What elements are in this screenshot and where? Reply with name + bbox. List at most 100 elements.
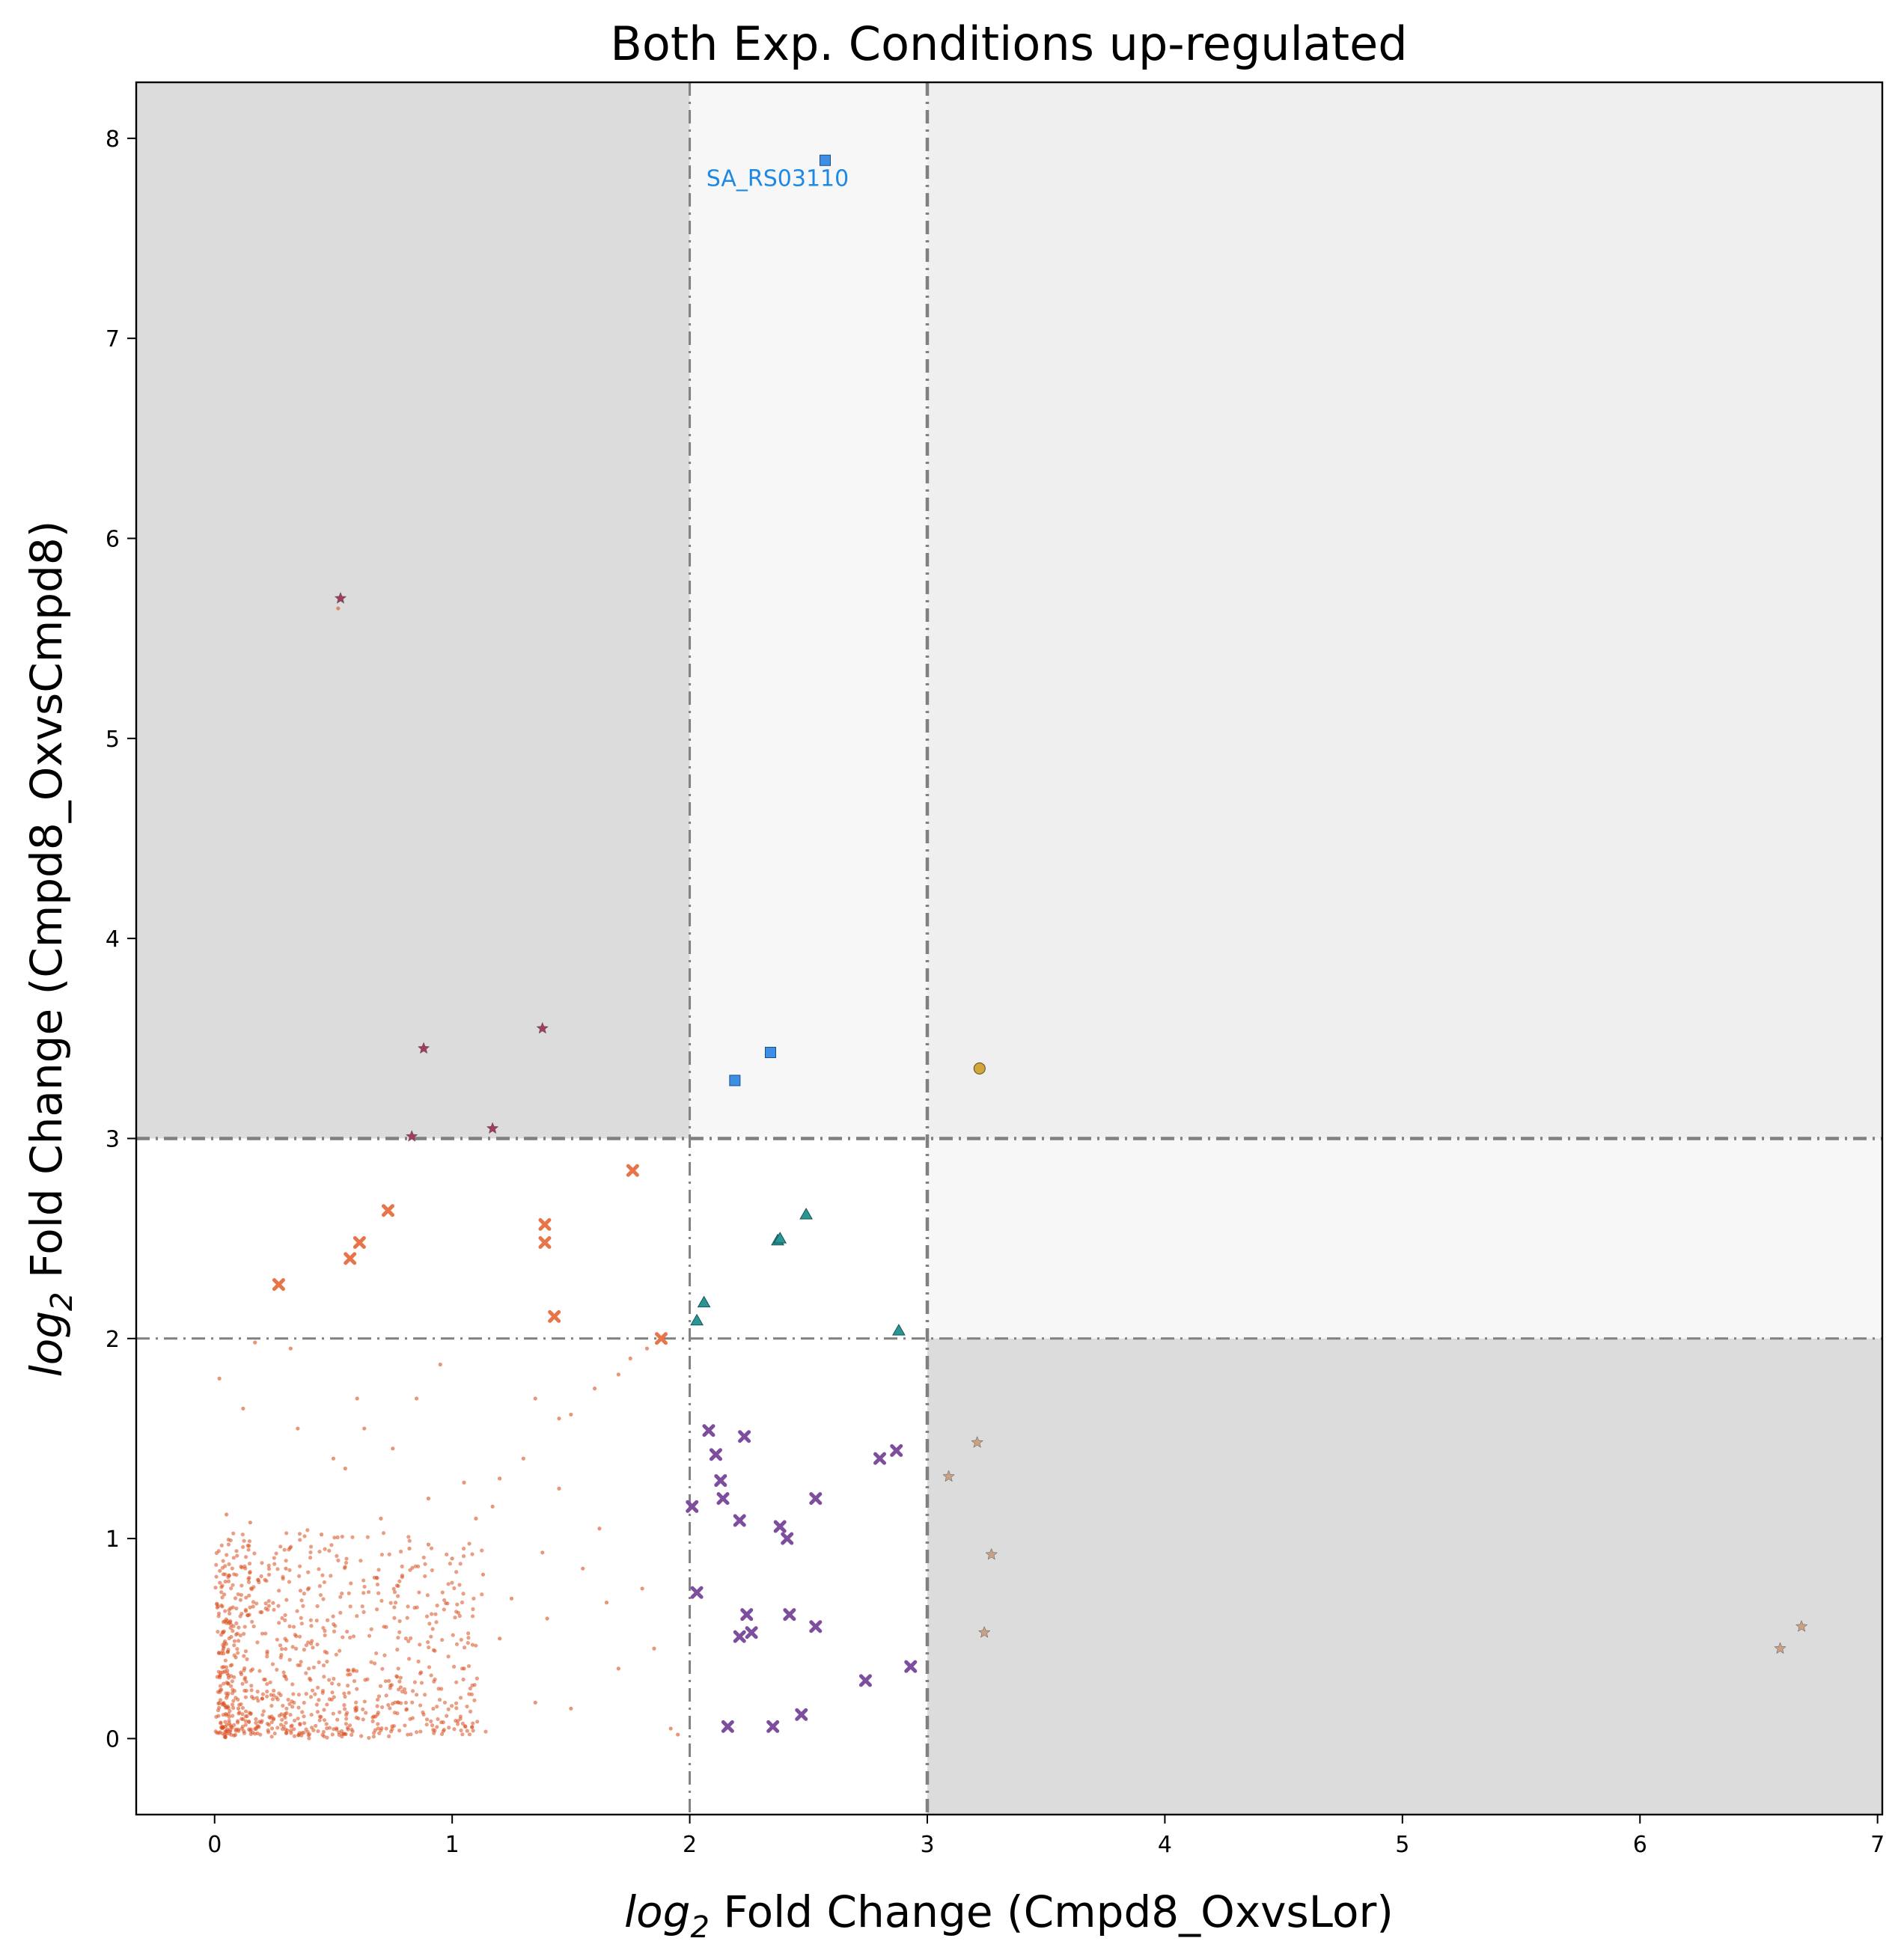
data-point-s0-25	[355, 1396, 359, 1401]
background-point	[247, 1561, 252, 1566]
data-point-s2-3	[405, 1130, 418, 1142]
background-point	[396, 1635, 400, 1640]
background-point	[315, 1710, 320, 1714]
background-point	[266, 1607, 270, 1612]
background-point	[228, 1663, 233, 1668]
background-point	[275, 1697, 280, 1702]
background-point	[276, 1604, 281, 1608]
background-point	[274, 1551, 278, 1556]
background-point	[242, 1688, 247, 1693]
background-point	[376, 1591, 381, 1595]
background-point	[287, 1568, 292, 1572]
background-point	[282, 1547, 287, 1552]
background-point	[378, 1684, 383, 1688]
background-point	[248, 1727, 253, 1732]
background-point	[266, 1604, 271, 1608]
background-point	[266, 1599, 271, 1604]
background-point	[260, 1719, 264, 1723]
background-point	[369, 1660, 373, 1664]
background-point	[325, 1651, 329, 1655]
background-point	[317, 1549, 322, 1554]
background-point	[350, 1727, 354, 1732]
background-point	[307, 1666, 311, 1671]
data-point-s6-14	[733, 1630, 746, 1643]
background-point	[278, 1643, 283, 1648]
data-point-s0-2	[540, 1550, 545, 1555]
background-point	[243, 1723, 248, 1727]
background-point	[277, 1621, 281, 1625]
background-point	[292, 1734, 297, 1738]
background-point	[460, 1732, 465, 1737]
background-point	[225, 1723, 229, 1727]
background-point	[216, 1611, 222, 1616]
x-tick-label: 5	[1395, 1832, 1409, 1858]
data-point-s0-9	[668, 1726, 673, 1731]
background-point	[223, 1564, 228, 1568]
data-point-s2-0	[334, 592, 347, 604]
background-point	[429, 1546, 434, 1550]
background-point	[423, 1574, 427, 1579]
background-point	[218, 1684, 223, 1688]
background-point	[362, 1699, 367, 1704]
background-point	[323, 1547, 327, 1551]
data-point-s0-51	[308, 1676, 312, 1681]
background-point	[400, 1564, 404, 1568]
background-point	[454, 1701, 459, 1705]
background-point	[374, 1607, 379, 1612]
background-point	[288, 1712, 293, 1717]
background-point	[228, 1684, 234, 1688]
background-point	[431, 1728, 436, 1732]
background-point	[281, 1670, 286, 1675]
background-point	[250, 1667, 255, 1672]
background-point	[320, 1573, 325, 1577]
background-point	[455, 1722, 460, 1726]
background-point	[454, 1570, 459, 1574]
background-point	[228, 1538, 233, 1543]
data-point-s6-0	[702, 1424, 715, 1437]
background-point	[272, 1562, 277, 1566]
background-point	[261, 1709, 266, 1714]
background-point	[442, 1607, 446, 1612]
background-point	[345, 1629, 350, 1634]
data-point-s0-50	[225, 1512, 229, 1517]
data-point-s6-12	[690, 1586, 704, 1599]
background-point	[278, 1655, 283, 1660]
background-point	[382, 1653, 387, 1657]
data-point-s6-4	[738, 1430, 751, 1443]
background-point	[270, 1662, 275, 1666]
background-point	[344, 1722, 349, 1726]
background-point	[380, 1705, 385, 1710]
background-point	[325, 1702, 329, 1707]
background-point	[219, 1590, 224, 1595]
data-point-s1-4	[538, 1217, 552, 1231]
background-point	[349, 1581, 353, 1586]
x-tick-label: 1	[445, 1832, 460, 1858]
background-point	[331, 1614, 335, 1619]
background-point	[231, 1531, 236, 1535]
background-point	[283, 1613, 287, 1618]
annotation-label-0: SA_RS03110	[707, 165, 849, 192]
background-point	[309, 1641, 314, 1646]
background-point	[297, 1634, 302, 1639]
data-point-s3-2	[764, 1047, 776, 1059]
background-point	[317, 1718, 322, 1723]
background-point	[410, 1716, 415, 1720]
y-axis-ticks: 0 1 2 3 4 5 6 7 8	[106, 126, 136, 1752]
background-point	[436, 1717, 440, 1722]
background-point	[223, 1720, 228, 1724]
background-point	[451, 1633, 455, 1637]
background-point	[214, 1574, 219, 1579]
background-point	[474, 1643, 478, 1648]
background-point	[338, 1595, 343, 1599]
background-point	[394, 1674, 399, 1678]
data-point-s0-39	[581, 1566, 585, 1571]
background-point	[299, 1598, 304, 1603]
background-point	[218, 1698, 223, 1702]
background-point	[266, 1563, 271, 1568]
background-point	[342, 1691, 347, 1696]
data-point-s0-4	[644, 1346, 650, 1351]
background-point	[259, 1574, 263, 1579]
background-point	[242, 1538, 246, 1543]
background-point	[390, 1724, 394, 1729]
background-point	[219, 1585, 224, 1589]
